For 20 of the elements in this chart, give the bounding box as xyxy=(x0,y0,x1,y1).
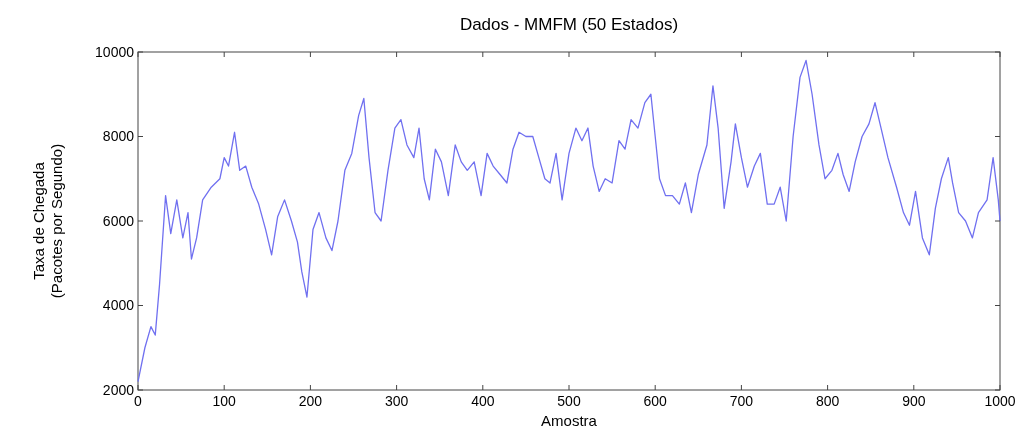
y-tick-label: 8000 xyxy=(102,128,135,145)
x-tick-label: 400 xyxy=(471,393,495,409)
line-series xyxy=(137,59,1001,383)
x-tick-label: 0 xyxy=(134,393,143,409)
y-tick-label: 6000 xyxy=(102,212,135,229)
y-tick-label: 4000 xyxy=(102,297,135,314)
x-tick-label: 700 xyxy=(729,393,754,409)
x-tick-label: 100 xyxy=(212,393,237,409)
x-axis-title: Amostra xyxy=(541,412,598,429)
y-tick-label: 10000 xyxy=(95,43,135,60)
x-tick-label: 200 xyxy=(298,393,323,409)
chart-title: Dados - MMFM (50 Estados) xyxy=(459,15,679,34)
y-tick-label: 2000 xyxy=(102,381,135,398)
y-axis-title: Taxa de Chegada (Pacotes por Segundo) xyxy=(30,143,65,299)
x-tick-label: 300 xyxy=(384,393,409,409)
x-tick-label: 1000 xyxy=(984,393,1016,409)
x-tick-label: 500 xyxy=(557,393,581,409)
x-tick-label: 800 xyxy=(815,393,840,409)
x-tick-label: 900 xyxy=(902,393,926,409)
x-tick-label: 600 xyxy=(643,393,668,409)
